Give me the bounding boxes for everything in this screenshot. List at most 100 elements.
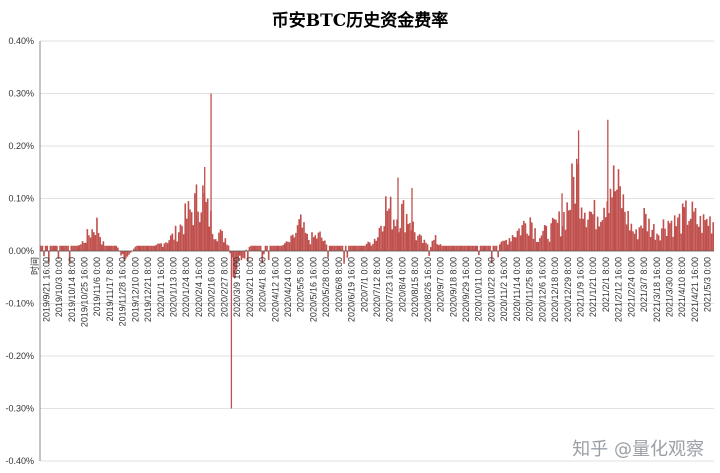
- data-bar: [368, 242, 371, 251]
- data-bar: [458, 245, 461, 251]
- x-tick-label: 2021/2/1 8:00: [601, 257, 611, 312]
- data-bar: [596, 216, 599, 251]
- data-bar: [691, 201, 694, 251]
- data-bar: [186, 218, 188, 251]
- data-bar: [452, 245, 455, 251]
- data-bar: [60, 245, 63, 251]
- data-bar: [235, 251, 238, 270]
- data-bar: [248, 246, 251, 251]
- data-bar: [508, 238, 511, 251]
- data-bar: [434, 235, 437, 251]
- data-bar: [404, 232, 406, 251]
- data-bar: [510, 241, 512, 251]
- x-tick-label: 2020/8/26 16:00: [423, 257, 433, 322]
- data-spike: [204, 167, 206, 251]
- data-bar: [264, 245, 267, 251]
- x-tick-label: 2019/11/17 8:00: [105, 257, 115, 321]
- x-tick-label: 2021/2/12 16:00: [614, 257, 624, 322]
- data-bar: [539, 238, 541, 251]
- data-bar: [710, 233, 713, 251]
- data-bar: [226, 244, 228, 251]
- data-bar: [296, 225, 299, 251]
- data-bar: [494, 245, 496, 251]
- data-bar: [288, 242, 291, 251]
- data-bar: [100, 244, 103, 251]
- data-bar: [255, 245, 257, 251]
- data-bar: [171, 233, 174, 251]
- data-bar: [625, 224, 628, 251]
- data-bar: [64, 245, 66, 251]
- data-bar: [43, 251, 45, 257]
- data-bar: [502, 240, 504, 251]
- data-bar: [360, 245, 363, 251]
- data-bar: [518, 228, 520, 251]
- data-bar: [707, 225, 710, 251]
- y-tick-label: -0.10%: [5, 299, 34, 309]
- data-bar: [88, 235, 90, 251]
- data-bar: [306, 233, 308, 251]
- x-tick-label: 2020/3/21 0:00: [245, 257, 255, 317]
- data-bar: [280, 245, 283, 251]
- data-bar: [362, 245, 365, 251]
- data-bar: [659, 240, 662, 251]
- data-bar: [304, 232, 307, 251]
- x-tick-label: 2021/1/9 16:00: [575, 257, 585, 317]
- data-bar: [505, 239, 507, 251]
- data-bar: [364, 245, 366, 251]
- data-bar: [592, 214, 594, 251]
- data-bar: [267, 251, 270, 260]
- data-spike: [210, 93, 212, 251]
- data-bar: [144, 245, 146, 251]
- x-tick-label: 2019/11/6 0:00: [92, 257, 102, 316]
- data-bar: [324, 240, 326, 251]
- data-bar: [667, 220, 670, 251]
- data-bar: [402, 200, 405, 251]
- data-bar: [449, 245, 451, 251]
- x-tick-label: 2019/9/21 16:00: [41, 257, 51, 322]
- data-bar: [141, 245, 143, 251]
- data-bar: [672, 236, 674, 251]
- data-bar: [702, 214, 705, 251]
- data-bar: [697, 226, 700, 251]
- data-bar: [620, 208, 623, 251]
- data-bar: [381, 231, 384, 251]
- data-spike: [561, 193, 563, 251]
- data-bar: [283, 243, 286, 251]
- data-bar: [489, 245, 491, 251]
- data-bar: [112, 245, 114, 251]
- data-spike: [397, 177, 399, 251]
- data-bar: [670, 220, 673, 251]
- data-bar: [527, 235, 530, 251]
- data-bar: [630, 223, 633, 251]
- data-bar: [282, 245, 284, 251]
- data-bar: [460, 245, 463, 251]
- data-bar: [86, 229, 89, 251]
- data-bar: [67, 245, 69, 251]
- x-tick-label: 2019/12/10 0:00: [130, 257, 140, 322]
- data-bar: [651, 229, 654, 251]
- data-bar: [482, 245, 485, 251]
- data-bar: [423, 239, 426, 251]
- data-bar: [709, 216, 711, 251]
- data-bar: [263, 251, 265, 255]
- y-tick-label: -0.30%: [5, 404, 34, 414]
- watermark: 知乎 @量化观察: [572, 439, 704, 460]
- x-axis-caption: 时间: [29, 257, 40, 275]
- data-bar: [336, 245, 339, 251]
- data-bar: [545, 225, 548, 251]
- data-bar: [356, 245, 358, 251]
- data-bar: [704, 220, 706, 251]
- data-bar: [227, 245, 230, 251]
- data-bar: [696, 224, 698, 251]
- x-tick-label: 2020/4/24 0:00: [283, 257, 293, 317]
- data-bar: [401, 203, 403, 251]
- data-bar: [555, 219, 557, 251]
- data-bar: [444, 245, 447, 251]
- data-bar: [531, 222, 533, 251]
- data-bar: [487, 245, 490, 251]
- data-bar: [266, 245, 268, 251]
- data-bar: [385, 196, 387, 251]
- data-bar: [338, 245, 341, 251]
- data-bar: [107, 245, 110, 251]
- data-bar: [627, 210, 629, 251]
